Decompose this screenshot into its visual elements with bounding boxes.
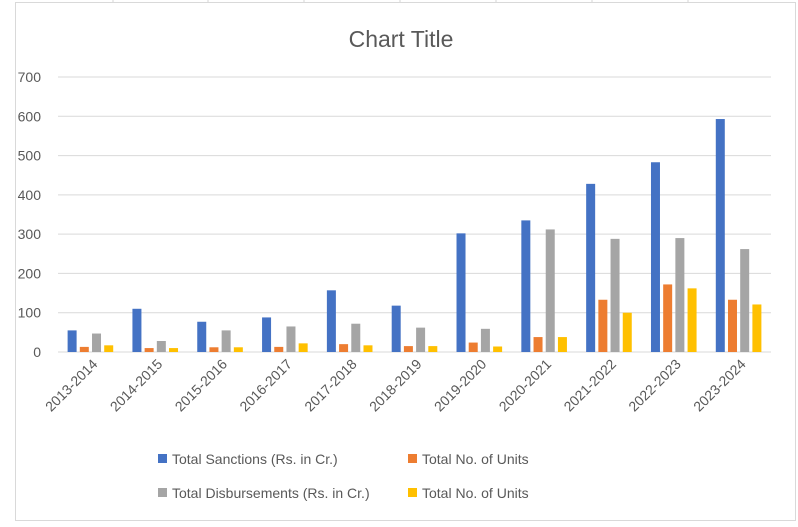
x-tick-label: 2017-2018: [301, 356, 360, 415]
bar[interactable]: [663, 284, 673, 352]
y-tick-label: 300: [18, 226, 42, 242]
legend-label: Total Sanctions (Rs. in Cr.): [172, 451, 338, 467]
x-tick-label: 2013-2014: [42, 356, 101, 415]
bar[interactable]: [403, 346, 413, 352]
x-tick-label: 2016-2017: [236, 356, 295, 415]
legend-item[interactable]: Total No. of Units: [408, 451, 529, 467]
y-tick-label: 600: [18, 108, 42, 124]
x-axis: 2013-2014 2014-2015 2015-2016 2016-2017 2017…: [42, 356, 749, 415]
bar[interactable]: [416, 327, 426, 352]
bar[interactable]: [610, 238, 620, 352]
bar[interactable]: [391, 305, 401, 352]
legend-swatch: [158, 454, 167, 463]
bar[interactable]: [675, 238, 685, 352]
bar[interactable]: [339, 344, 349, 352]
legend-label: Total Disbursements (Rs. in Cr.): [172, 485, 370, 501]
legend-swatch: [408, 488, 417, 497]
bar[interactable]: [363, 345, 373, 352]
bar[interactable]: [104, 345, 114, 352]
bar[interactable]: [752, 304, 762, 352]
legend-item[interactable]: Total No. of Units: [408, 485, 529, 501]
bar[interactable]: [209, 347, 219, 352]
legend-item[interactable]: Total Sanctions (Rs. in Cr.): [158, 451, 338, 467]
bar[interactable]: [197, 321, 207, 352]
y-tick-label: 400: [18, 187, 42, 203]
legend-label: Total No. of Units: [422, 451, 529, 467]
bar[interactable]: [533, 337, 543, 352]
bar[interactable]: [233, 347, 243, 352]
bar[interactable]: [221, 330, 231, 352]
bar[interactable]: [687, 288, 697, 352]
x-tick-label: 2018-2019: [366, 356, 425, 415]
legend-label: Total No. of Units: [422, 485, 529, 501]
legend-swatch: [408, 454, 417, 463]
bar[interactable]: [740, 249, 750, 352]
bar[interactable]: [727, 299, 737, 352]
bar-chart: Chart Title 0 100 200 300 400 500 600 700 2013-…: [18, 26, 771, 501]
bar[interactable]: [468, 342, 478, 352]
legend-swatch: [158, 488, 167, 497]
bar[interactable]: [598, 299, 608, 352]
x-tick-label: 2015-2016: [172, 356, 231, 415]
y-tick-label: 500: [18, 148, 42, 164]
bar[interactable]: [144, 348, 154, 352]
bar[interactable]: [169, 348, 179, 352]
bar[interactable]: [298, 343, 308, 352]
bar[interactable]: [521, 220, 531, 352]
bar[interactable]: [586, 183, 596, 352]
y-axis: 0 100 200 300 400 500 600 700: [18, 69, 42, 360]
bar[interactable]: [351, 323, 361, 352]
chart-area[interactable]: Chart Title 0 100 200 300 400 500 600 700 2013-…: [15, 2, 796, 521]
x-tick-label: 2022-2023: [625, 356, 684, 415]
bar[interactable]: [456, 233, 466, 352]
x-tick-label: 2019-2020: [431, 356, 490, 415]
bar[interactable]: [274, 346, 284, 352]
bar[interactable]: [622, 312, 632, 352]
bar[interactable]: [132, 308, 142, 352]
legend-item[interactable]: Total Disbursements (Rs. in Cr.): [158, 485, 370, 501]
bar[interactable]: [286, 326, 296, 352]
y-tick-label: 100: [18, 305, 42, 321]
bar[interactable]: [493, 346, 503, 353]
y-tick-label: 700: [18, 69, 42, 85]
bar[interactable]: [67, 330, 77, 352]
bar[interactable]: [262, 317, 272, 352]
x-tick-label: 2021-2022: [560, 356, 619, 415]
y-tick-label: 0: [33, 344, 41, 360]
chart-title: Chart Title: [349, 26, 454, 52]
x-tick-label: 2023-2024: [690, 356, 749, 415]
bar[interactable]: [715, 119, 725, 353]
bar[interactable]: [92, 333, 102, 352]
bar[interactable]: [79, 346, 89, 352]
bar[interactable]: [650, 162, 660, 352]
x-tick-label: 2020-2021: [496, 356, 555, 415]
bar[interactable]: [545, 229, 555, 352]
bar[interactable]: [557, 337, 567, 352]
x-tick-label: 2014-2015: [107, 356, 166, 415]
bar[interactable]: [480, 328, 490, 352]
y-tick-label: 200: [18, 265, 42, 281]
bars: [67, 119, 762, 353]
legend: Total Sanctions (Rs. in Cr.) Total No. of…: [158, 451, 529, 501]
bar[interactable]: [156, 341, 166, 352]
bar[interactable]: [428, 346, 438, 352]
bar[interactable]: [326, 290, 336, 352]
